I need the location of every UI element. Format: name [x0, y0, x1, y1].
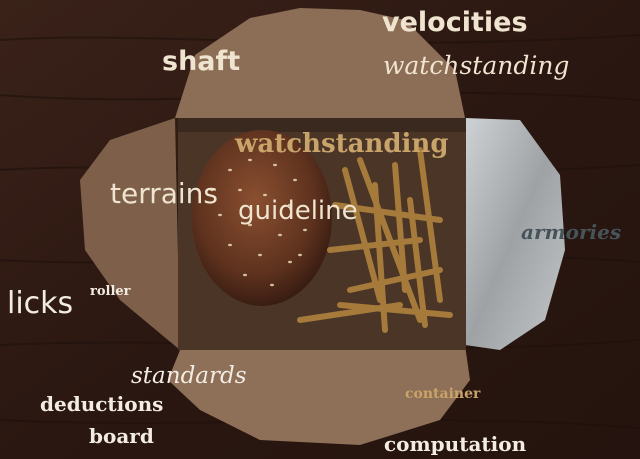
word-computation: computation	[384, 432, 527, 456]
box-top-flap	[175, 8, 465, 118]
word-deductions: deductions	[40, 392, 164, 416]
word-shaft: shaft	[162, 46, 241, 77]
word-watchstanding-center: watchstanding	[235, 129, 449, 159]
word-watchstanding-top: watchstanding	[383, 51, 570, 80]
french-fries	[297, 147, 453, 333]
word-armories: armories	[521, 220, 622, 244]
box-bottom-flap	[168, 345, 470, 445]
word-guideline: guideline	[238, 196, 358, 226]
word-container: container	[405, 386, 481, 402]
foil-flap	[465, 118, 565, 350]
burger-bun	[192, 130, 332, 306]
box-left-flap	[80, 118, 180, 350]
word-board: board	[89, 424, 154, 448]
word-standards: standards	[131, 363, 247, 389]
sesame-seeds	[210, 158, 307, 287]
word-terrains: terrains	[110, 177, 219, 210]
word-licks: licks	[7, 286, 74, 321]
word-velocities: velocities	[382, 7, 528, 38]
word-roller: roller	[90, 284, 131, 299]
